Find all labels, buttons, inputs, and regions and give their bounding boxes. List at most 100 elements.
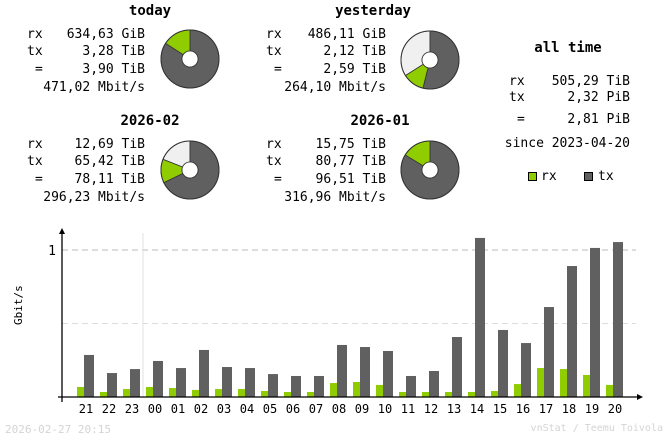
x-axis-arrow (637, 394, 643, 400)
all-time-total-label: = (517, 112, 525, 127)
x-tick-label: 15 (493, 402, 507, 416)
all-time-title: all time (534, 40, 602, 56)
x-tick-label: 14 (470, 402, 484, 416)
all-time-rx-label: rx (509, 74, 525, 89)
summary-total-value: 96,51 TiB (315, 172, 386, 187)
all-time-tx-value: 2,32 PiB (567, 90, 630, 105)
bar-rx (514, 384, 521, 397)
bar-rx (376, 384, 383, 397)
summary-tx-value: 2,12 TiB (323, 44, 386, 59)
y-tick-label: 1 (48, 244, 56, 259)
bar-tx (268, 374, 278, 397)
x-tick-label: 13 (447, 402, 461, 416)
bar-rx (468, 392, 475, 397)
bar-tx (199, 349, 209, 397)
x-tick-label: 08 (332, 402, 346, 416)
bar-rx (192, 389, 199, 397)
legend-tx-label: tx (598, 169, 614, 184)
bar-tx (222, 367, 232, 397)
x-tick-label: 04 (240, 402, 254, 416)
x-tick-label: 18 (562, 402, 576, 416)
donut-outline (400, 30, 460, 90)
summary-rx-value: 15,75 TiB (315, 137, 386, 152)
summary-rx-value: 486,11 GiB (307, 27, 386, 42)
bar-tx (107, 373, 117, 397)
footer-timestamp: 2026-02-27 20:15 (5, 423, 111, 436)
x-tick-label: 00 (148, 402, 162, 416)
x-tick-label: 17 (539, 402, 553, 416)
summary-tx-label: tx (266, 154, 282, 169)
summary-total-value: 2,59 TiB (323, 62, 386, 77)
bar-rx (560, 369, 567, 397)
bar-rx (330, 383, 337, 397)
bar-tx (544, 307, 554, 397)
bar-tx (360, 347, 370, 397)
donut-hole (181, 161, 199, 179)
summary-total-label: = (35, 62, 43, 77)
all-time-total-value: 2,81 PiB (567, 112, 630, 127)
summary-tx-label: tx (266, 44, 282, 59)
bar-rx (215, 389, 222, 397)
x-tick-label: 12 (424, 402, 438, 416)
bar-tx (337, 344, 347, 397)
summary-total-label: = (274, 172, 282, 187)
bar-tx (153, 360, 163, 397)
summary-rx-label: rx (27, 137, 43, 152)
bar-tx (452, 337, 462, 397)
bar-tx (521, 343, 531, 397)
bar-tx (429, 370, 439, 397)
bar-rx (445, 392, 452, 397)
x-tick-label: 01 (171, 402, 185, 416)
legend-rx-label: rx (541, 169, 557, 184)
donut-hole (181, 50, 199, 68)
summary-title: yesterday (335, 3, 411, 19)
x-tick-label: 10 (378, 402, 392, 416)
summary-rate: 471,02 Mbit/s (43, 80, 145, 95)
x-tick-label: 22 (102, 402, 116, 416)
summary-title: today (128, 3, 172, 19)
all-time-tx-label: tx (509, 90, 525, 105)
donut-outline (160, 140, 220, 200)
bar-rx (353, 382, 360, 397)
footer-credit: vnStat / Teemu Toivola (530, 423, 663, 434)
x-tick-label: 20 (608, 402, 622, 416)
summary-rx-label: rx (27, 27, 43, 42)
bar-rx (238, 389, 245, 397)
bar-rx (261, 390, 268, 397)
bar-tx (383, 350, 393, 397)
summary-total-label: = (274, 62, 282, 77)
summary-rx-label: rx (266, 137, 282, 152)
x-tick-label: 05 (263, 402, 277, 416)
bar-rx (307, 392, 314, 397)
summary-title: 2026-02 (120, 113, 180, 129)
x-tick-label: 19 (585, 402, 599, 416)
summary-total-label: = (35, 172, 43, 187)
donut-hole (421, 51, 439, 69)
summary-title: 2026-01 (350, 113, 410, 129)
bar-tx (291, 375, 301, 397)
summary-tx-value: 80,77 TiB (315, 154, 386, 169)
bar-tx (176, 368, 186, 397)
bar-tx (613, 242, 623, 397)
bar-rx (606, 384, 613, 397)
summary-tx-value: 65,42 TiB (74, 154, 145, 169)
bar-tx (245, 368, 255, 397)
x-tick-label: 06 (286, 402, 300, 416)
bar-rx (123, 389, 130, 397)
bar-rx (422, 392, 429, 397)
bar-rx (77, 387, 84, 397)
bar-tx (406, 375, 416, 397)
bar-rx (583, 374, 590, 397)
summary-rx-value: 634,63 GiB (66, 27, 145, 42)
x-tick-label: 07 (309, 402, 323, 416)
x-tick-label: 23 (125, 402, 139, 416)
bar-tx (314, 375, 324, 397)
y-axis-label: Gbit/s (12, 285, 25, 325)
bar-tx (498, 329, 508, 397)
bar-tx (567, 266, 577, 397)
bar-rx (284, 392, 291, 397)
bar-tx (84, 354, 94, 397)
